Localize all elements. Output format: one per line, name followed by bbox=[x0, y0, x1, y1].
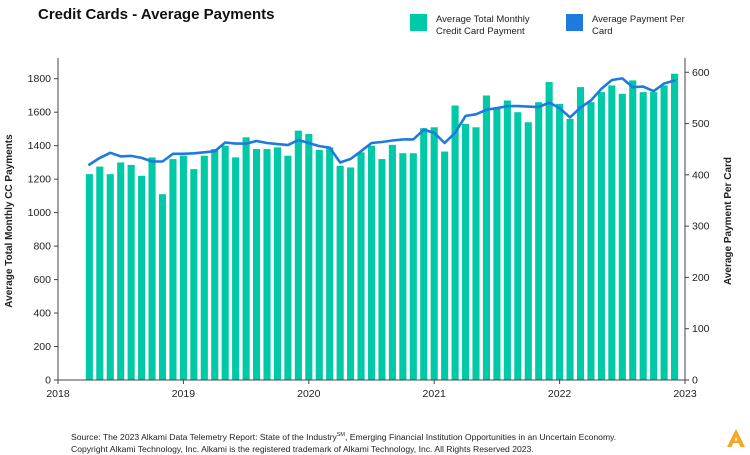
y2-tick-label: 500 bbox=[692, 118, 710, 130]
legend-label-total-payment: Average Total Monthly Credit Card Paymen… bbox=[436, 14, 530, 37]
bar bbox=[556, 103, 564, 380]
bar bbox=[305, 133, 313, 380]
bar bbox=[587, 102, 595, 380]
y-tick-label: 1600 bbox=[28, 107, 52, 119]
y2-tick-label: 300 bbox=[692, 221, 710, 233]
bar bbox=[461, 123, 470, 380]
bar bbox=[451, 105, 459, 380]
bar bbox=[242, 137, 250, 380]
legend-item-total-payment: Average Total Monthly Credit Card Paymen… bbox=[410, 14, 546, 38]
x-tick-label: 2023 bbox=[673, 388, 697, 400]
legend-swatch-payment-per-card bbox=[566, 14, 583, 31]
bar bbox=[430, 127, 438, 380]
bar bbox=[211, 149, 219, 380]
bar bbox=[169, 159, 177, 380]
bar bbox=[524, 122, 532, 381]
x-tick-label: 2021 bbox=[423, 388, 447, 400]
y2-tick-label: 200 bbox=[692, 272, 710, 284]
bar bbox=[200, 155, 208, 380]
bar bbox=[388, 144, 396, 380]
bar bbox=[179, 155, 187, 380]
x-tick-label: 2019 bbox=[172, 388, 196, 400]
footnote-line2: Copyright Alkami Technology, Inc. Alkami… bbox=[71, 443, 534, 454]
footnote-line1: Source: The 2023 Alkami Data Telemetry R… bbox=[71, 432, 616, 442]
y-tick-label: 1400 bbox=[28, 140, 52, 152]
bar bbox=[148, 157, 156, 380]
bar bbox=[357, 152, 365, 380]
y2-tick-label: 400 bbox=[692, 169, 710, 181]
y-tick-label: 200 bbox=[33, 341, 51, 353]
bar bbox=[378, 159, 386, 380]
bar bbox=[367, 145, 376, 380]
bar bbox=[326, 147, 334, 380]
bar bbox=[650, 92, 658, 380]
bar bbox=[545, 82, 553, 380]
y-tick-label: 0 bbox=[45, 375, 51, 387]
y2-tick-label: 600 bbox=[692, 67, 710, 79]
y-tick-label: 1200 bbox=[28, 174, 52, 186]
y-tick-label: 600 bbox=[33, 274, 51, 286]
bar bbox=[472, 127, 480, 380]
x-tick-label: 2020 bbox=[297, 388, 321, 400]
bar bbox=[597, 92, 605, 380]
bar bbox=[670, 73, 679, 380]
bar bbox=[420, 128, 428, 380]
x-tick-label: 2018 bbox=[46, 388, 70, 400]
bar bbox=[441, 151, 449, 380]
legend-swatch-total-payment bbox=[410, 14, 427, 31]
bar bbox=[503, 100, 511, 380]
y2-tick-label: 100 bbox=[692, 323, 710, 335]
footnote-line1-end: , Emerging Financial Institution Opportu… bbox=[345, 431, 617, 442]
bar bbox=[482, 95, 491, 380]
bar bbox=[273, 147, 282, 380]
bar bbox=[221, 145, 229, 380]
bar bbox=[629, 80, 637, 381]
chart-title: Credit Cards - Average Payments bbox=[38, 6, 275, 23]
bar bbox=[639, 92, 647, 380]
bar bbox=[294, 130, 302, 380]
y-axis-title: Average Total Monthly CC Payments bbox=[4, 134, 15, 308]
bar bbox=[315, 149, 323, 380]
legend-label-payment-per-card: Average Payment Per Card bbox=[592, 14, 685, 37]
bar bbox=[232, 157, 240, 380]
bar bbox=[336, 165, 344, 380]
bar bbox=[127, 164, 135, 380]
bar bbox=[618, 93, 626, 381]
bar bbox=[284, 155, 292, 380]
y2-axis-title: Average Payment Per Card bbox=[723, 157, 734, 285]
bar bbox=[252, 149, 261, 380]
bar bbox=[96, 166, 104, 380]
bar bbox=[138, 175, 146, 380]
bar bbox=[85, 174, 93, 380]
bar bbox=[399, 153, 407, 380]
y-tick-label: 400 bbox=[33, 308, 51, 320]
alkami-logo-icon bbox=[726, 428, 746, 453]
bar bbox=[566, 118, 574, 380]
payment-per-card-line bbox=[88, 77, 676, 166]
bar bbox=[106, 174, 114, 380]
bar bbox=[576, 87, 585, 381]
y2-tick-label: 0 bbox=[692, 375, 698, 387]
bar bbox=[263, 149, 271, 380]
footnote-line1-text: Source: The 2023 Alkami Data Telemetry R… bbox=[71, 431, 337, 442]
bar bbox=[660, 85, 668, 380]
source-footnote: Source: The 2023 Alkami Data Telemetry R… bbox=[71, 429, 711, 455]
y-tick-label: 1800 bbox=[28, 73, 52, 85]
footnote-superscript: SM bbox=[336, 432, 346, 438]
legend-item-payment-per-card: Average Payment Per Card bbox=[566, 14, 702, 38]
bar bbox=[514, 112, 522, 381]
bar bbox=[535, 102, 543, 380]
bar bbox=[608, 85, 616, 380]
x-tick-label: 2022 bbox=[548, 388, 572, 400]
bar bbox=[409, 153, 417, 380]
y-tick-label: 800 bbox=[33, 241, 51, 253]
bar bbox=[493, 108, 501, 380]
bar bbox=[117, 162, 125, 380]
y-tick-label: 1000 bbox=[28, 207, 52, 219]
bar bbox=[190, 169, 198, 380]
bar bbox=[347, 167, 355, 380]
bar bbox=[158, 194, 167, 380]
